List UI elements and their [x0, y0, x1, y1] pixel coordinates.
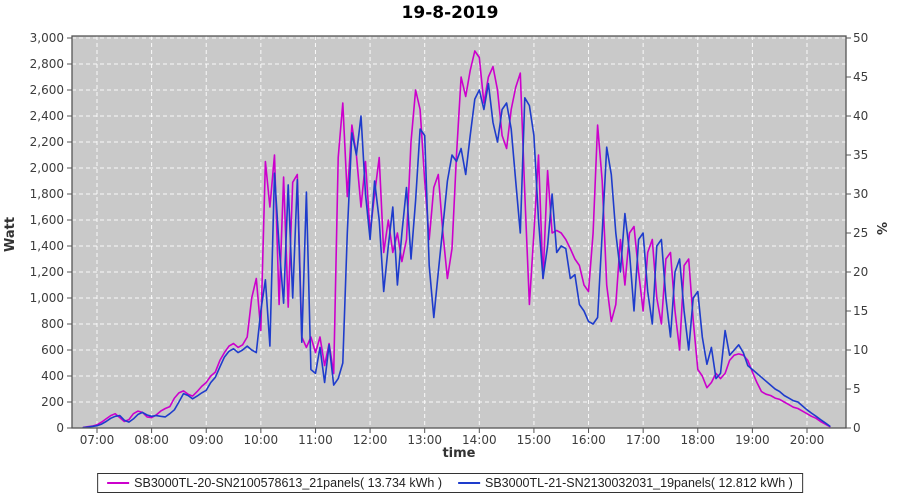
y-right-tick-label: 35 — [853, 148, 869, 162]
x-tick-label: 16:00 — [571, 433, 606, 447]
series-line-1 — [82, 82, 831, 429]
x-axis-label: time — [442, 446, 476, 461]
x-tick-label: 07:00 — [79, 433, 115, 447]
y-left-tick-label: 1,400 — [29, 239, 64, 253]
chart-title: 19-8-2019 — [401, 3, 499, 23]
y-left-tick-label: 2,400 — [29, 109, 64, 123]
series-line-0 — [82, 50, 831, 429]
y-right-tick-label: 15 — [853, 304, 869, 318]
x-tick-label: 13:00 — [407, 433, 442, 447]
x-tick-label: 14:00 — [462, 433, 497, 447]
y-right-tick-label: 20 — [853, 265, 869, 279]
x-tick-label: 12:00 — [352, 433, 388, 447]
y-left-tick-label: 2,600 — [29, 83, 64, 97]
y-right-tick-label: 0 — [853, 421, 861, 435]
y-right-tick-label: 40 — [853, 109, 869, 123]
x-tick-label: 19:00 — [735, 433, 770, 447]
y-left-tick-label: 400 — [41, 369, 64, 383]
y-right-tick-label: 50 — [853, 31, 869, 45]
y-right-tick-label: 25 — [853, 226, 869, 240]
legend: SB3000TL-20-SN2100578613_21panels( 13.73… — [97, 473, 803, 493]
series-line-swatch-blue — [458, 482, 480, 484]
y-left-tick-label: 200 — [41, 395, 64, 409]
y-left-tick-label: 2,800 — [29, 57, 64, 71]
y-left-tick-label: 1,200 — [29, 265, 64, 279]
y-right-tick-label: 45 — [853, 70, 869, 84]
y-right-tick-label: 5 — [853, 382, 861, 396]
legend-label-inverter-21: SB3000TL-21-SN2130032031_19panels( 12.81… — [485, 476, 793, 490]
x-tick-label: 10:00 — [243, 433, 279, 447]
legend-label-inverter-20: SB3000TL-20-SN2100578613_21panels( 13.73… — [134, 476, 442, 490]
x-tick-label: 20:00 — [789, 433, 825, 447]
x-tick-label: 11:00 — [298, 433, 333, 447]
y-left-tick-label: 3,000 — [29, 31, 64, 45]
y-right-tick-label: 10 — [853, 343, 869, 357]
plot-background — [72, 36, 846, 428]
y-left-tick-label: 1,600 — [29, 213, 64, 227]
x-tick-label: 09:00 — [188, 433, 224, 447]
y-right-tick-label: 30 — [853, 187, 869, 201]
legend-item-inverter-21: SB3000TL-21-SN2130032031_19panels( 12.81… — [458, 476, 793, 490]
x-tick-label: 17:00 — [625, 433, 661, 447]
plot-border — [71, 35, 847, 429]
legend-item-inverter-20: SB3000TL-20-SN2100578613_21panels( 13.73… — [107, 476, 442, 490]
series-line-swatch-magenta — [107, 482, 130, 484]
y-left-tick-label: 600 — [41, 343, 64, 357]
y-left-tick-label: 2,000 — [29, 161, 64, 175]
x-tick-label: 18:00 — [680, 433, 716, 447]
y-left-tick-label: 1,800 — [29, 187, 64, 201]
y-left-tick-label: 1,000 — [29, 291, 64, 305]
x-tick-label: 15:00 — [516, 433, 552, 447]
y-left-tick-label: 0 — [56, 421, 64, 435]
x-tick-label: 08:00 — [134, 433, 169, 447]
y-left-tick-label: 800 — [41, 317, 64, 331]
y-left-tick-label: 2,200 — [29, 135, 64, 149]
